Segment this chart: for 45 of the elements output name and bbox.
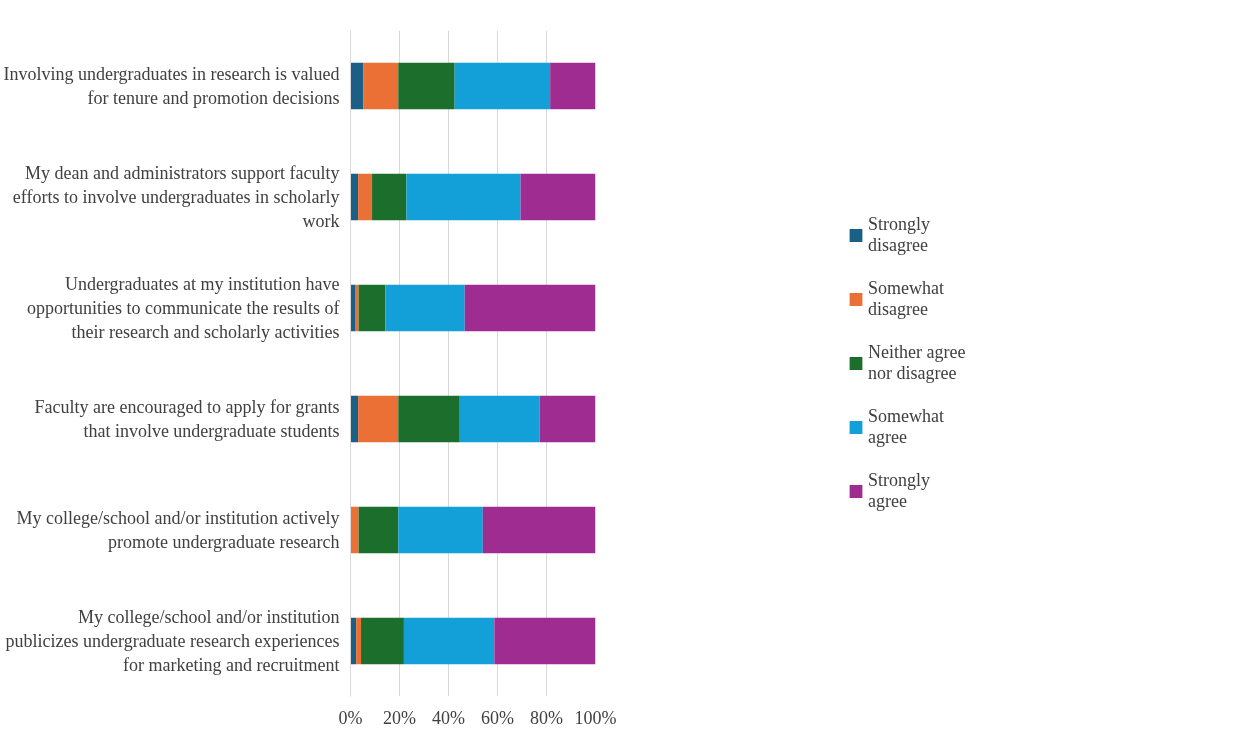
legend-label: Strongly disagree — [868, 214, 931, 256]
bar — [385, 284, 465, 332]
bar — [350, 173, 359, 221]
legend-label: Somewhat agree — [868, 406, 945, 448]
bar — [459, 395, 540, 443]
bar — [539, 395, 596, 443]
bar — [350, 62, 364, 110]
legend-label: Strongly agree — [868, 470, 931, 512]
y-tick-label: My college/school and/or institution actively promote undergraduate research — [16, 508, 340, 552]
bar — [363, 62, 399, 110]
y-tick-label: Involving undergraduates in research is valued for tenure and promotion decisions — [3, 64, 340, 108]
bar — [454, 62, 551, 110]
bar — [398, 62, 455, 110]
bar — [406, 173, 521, 221]
bar — [355, 284, 359, 332]
y-tick-label: Faculty are encouraged to apply for grants that involve undergraduate students — [34, 397, 340, 441]
x-tick-label: 0% — [338, 707, 363, 728]
bar — [403, 617, 495, 665]
legend-label: Somewhat disagree — [868, 278, 945, 320]
bar — [372, 173, 407, 221]
bar — [350, 284, 356, 332]
bar — [464, 284, 596, 332]
x-tick-label: 60% — [481, 707, 514, 728]
bar — [494, 617, 596, 665]
x-tick-label: 100% — [574, 707, 617, 728]
y-tick-label: My dean and administrators support faculty efforts to involve undergraduates in scholarly work — [12, 163, 340, 231]
x-tick-label: 40% — [432, 707, 465, 728]
bar — [550, 62, 596, 110]
bar — [520, 173, 596, 221]
bar — [358, 173, 373, 221]
bar — [398, 395, 460, 443]
bar — [361, 617, 404, 665]
bar — [358, 506, 399, 554]
bar — [350, 506, 359, 554]
legend-label: Neither agree nor disagree — [868, 342, 967, 384]
y-tick-label: Undergraduates at my institution have opportunities to communicate the results of their research and scholarly activities — [27, 274, 340, 342]
bar — [358, 284, 386, 332]
bar — [398, 506, 483, 554]
bar — [482, 506, 596, 554]
bar — [350, 395, 359, 443]
y-tick-label: My college/school and/or institution publicizes undergraduate research experiences for marketing and recruitment — [5, 607, 340, 675]
x-tick-label: 20% — [383, 707, 416, 728]
bar — [356, 617, 362, 665]
bar — [358, 395, 399, 443]
x-tick-label: 80% — [530, 707, 563, 728]
